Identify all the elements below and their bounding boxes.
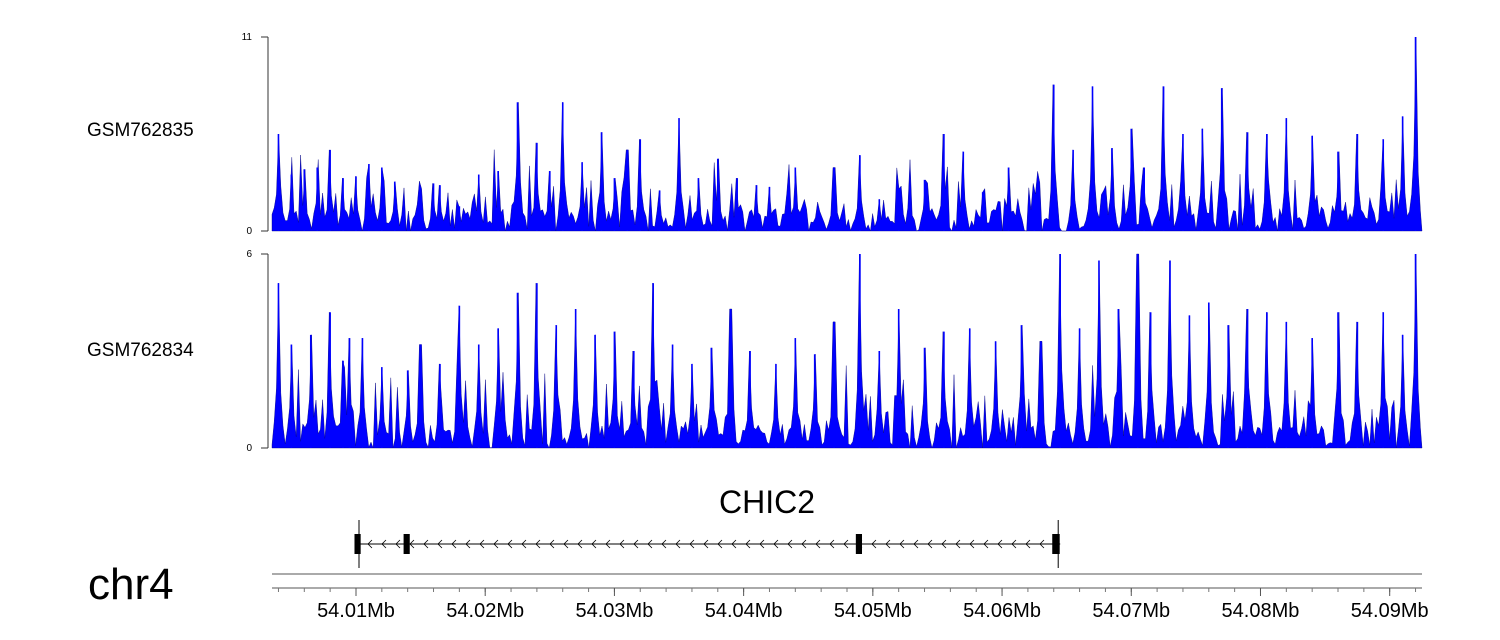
strand-arrow [829,539,835,549]
strand-arrow [801,539,807,549]
strand-arrow [997,539,1003,549]
strand-arrow [465,539,471,549]
strand-arrow [381,539,387,549]
strand-arrow [619,539,625,549]
strand-arrow [633,539,639,549]
x-tick-label-3: 54.02Mb [446,600,524,622]
x-tick-label-4: 54.03Mb [575,600,653,622]
strand-arrow [745,539,751,549]
strand-arrow [969,539,975,549]
gene-exon-4 [1052,534,1060,554]
chromosome-label: chr4 [88,560,174,609]
strand-arrow [885,539,891,549]
strand-arrow [507,539,513,549]
strand-arrow [731,539,737,549]
x-tick-label-8: 54.07Mb [1092,600,1170,622]
track-label-1: GSM762835 [87,120,194,141]
strand-arrow [535,539,541,549]
x-tick-label-9: 54.08Mb [1222,600,1300,622]
x-tick-label-6: 54.05Mb [834,600,912,622]
strand-arrow [549,539,555,549]
strand-arrow [451,539,457,549]
coverage-area-1 [271,36,1423,232]
strand-arrow [493,539,499,549]
strand-arrow [871,539,877,549]
strand-arrow [521,539,527,549]
strand-arrow [689,539,695,549]
x-tick-label-7: 54.06Mb [963,600,1041,622]
strand-arrow [787,539,793,549]
x-tick-label-2: 54.01Mb [317,600,395,622]
strand-arrow [1011,539,1017,549]
strand-arrow [1025,539,1031,549]
strand-arrow [563,539,569,549]
strand-arrow [1039,539,1045,549]
strand-arrow [605,539,611,549]
gene-exon-2 [403,534,410,554]
x-tick-label-5: 54.04Mb [705,600,783,622]
strand-arrow [843,539,849,549]
strand-arrow [703,539,709,549]
coverage-area-2 [271,253,1423,449]
strand-arrow [927,539,933,549]
strand-arrow [479,539,485,549]
strand-arrow [773,539,779,549]
strand-arrow [675,539,681,549]
y-tick-label-min-1: 0 [246,226,252,237]
strand-arrow [941,539,947,549]
x-tick-label-10: 54.09Mb [1351,600,1429,622]
strand-arrow [955,539,961,549]
strand-arrow [913,539,919,549]
strand-arrow [647,539,653,549]
strand-arrow [423,539,429,549]
strand-arrow [367,539,373,549]
y-tick-label-max-2: 6 [246,249,252,260]
strand-arrow [591,539,597,549]
strand-arrow [983,539,989,549]
strand-arrow [437,539,443,549]
gene-label: CHIC2 [719,484,816,520]
y-tick-label-max-1: 11 [242,32,253,43]
strand-arrow [815,539,821,549]
strand-arrow [661,539,667,549]
strand-arrow [717,539,723,549]
track-label-2: GSM762834 [87,340,194,361]
y-tick-label-min-2: 0 [246,443,252,454]
strand-arrow [759,539,765,549]
strand-arrow [577,539,583,549]
strand-arrow [395,539,401,549]
strand-arrow [899,539,905,549]
gene-exon-1 [354,534,361,554]
strand-arrow [409,539,415,549]
gene-exon-3 [855,534,863,554]
